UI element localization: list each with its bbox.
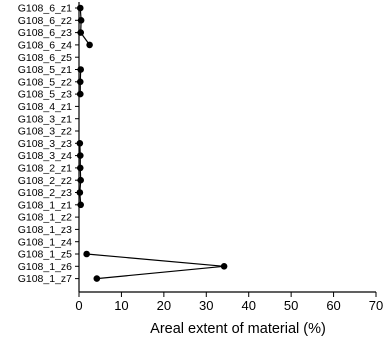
data-point — [83, 250, 90, 258]
series-segment — [86, 253, 225, 267]
axes: 0 10 20 30 40 50 60 70 — [75, 2, 383, 313]
y-tick-label: G108_5_z3 — [18, 89, 72, 101]
y-tick-label: G108_1_z1 — [18, 199, 72, 211]
x-tick-label: 70 — [369, 298, 383, 313]
y-tick-label: G108_5_z1 — [18, 64, 72, 76]
y-tick-label: G108_1_z4 — [18, 236, 72, 248]
y-tick-label: G108_3_z2 — [18, 126, 72, 138]
y-tick-label: G108_6_z2 — [18, 15, 72, 27]
y-tick-label: G108_1_z3 — [18, 224, 72, 236]
y-tick-label: G108_1_z7 — [18, 273, 72, 285]
category-labels: G108_6_z1G108_6_z2G108_6_z3G108_6_z4G108… — [18, 3, 72, 286]
data-point — [76, 90, 84, 98]
y-tick-label: G108_3_z3 — [18, 138, 72, 150]
y-tick-label: G108_2_z1 — [18, 163, 72, 175]
data-point — [77, 201, 84, 209]
x-tick-label: 50 — [284, 298, 298, 313]
data-point — [76, 78, 84, 86]
x-tick-label: 20 — [157, 298, 171, 313]
y-tick-label: G108_5_z2 — [18, 76, 72, 88]
data-point — [77, 29, 84, 36]
x-tick-label: 0 — [75, 298, 82, 313]
y-tick-label: G108_3_z4 — [18, 150, 72, 162]
y-tick-label: G108_4_z1 — [18, 101, 72, 113]
y-tick-label: G108_1_z6 — [18, 261, 72, 273]
y-tick-label: G108_6_z3 — [18, 27, 72, 39]
data-point — [77, 17, 85, 24]
y-tick-label: G108_3_z1 — [18, 113, 72, 125]
y-tick-label: G108_6_z1 — [18, 3, 72, 15]
y-tick-label: G108_2_z2 — [18, 175, 72, 187]
data-point — [93, 275, 101, 282]
series-segment — [96, 265, 225, 280]
y-tick-label: G108_6_z4 — [18, 40, 72, 52]
x-tick-label: 40 — [241, 298, 255, 313]
data-point — [76, 164, 84, 172]
y-tick-label: G108_1_z5 — [18, 249, 72, 261]
data-point — [76, 189, 84, 196]
data-point — [76, 4, 84, 12]
x-tick-label: 60 — [326, 298, 340, 313]
data-point — [76, 140, 84, 147]
y-tick-label: G108_2_z3 — [18, 187, 72, 199]
data-point — [77, 176, 84, 184]
data-point — [77, 66, 84, 73]
x-axis-title: Areal extent of material (%) — [150, 321, 326, 337]
x-tick-label: 30 — [199, 298, 213, 313]
y-tick-label: G108_6_z5 — [18, 52, 72, 64]
series — [76, 4, 228, 282]
data-point — [86, 41, 93, 49]
x-tick-label: 10 — [114, 298, 128, 313]
y-tick-label: G108_1_z2 — [18, 212, 72, 224]
data-point — [76, 152, 84, 159]
data-point — [220, 263, 228, 270]
